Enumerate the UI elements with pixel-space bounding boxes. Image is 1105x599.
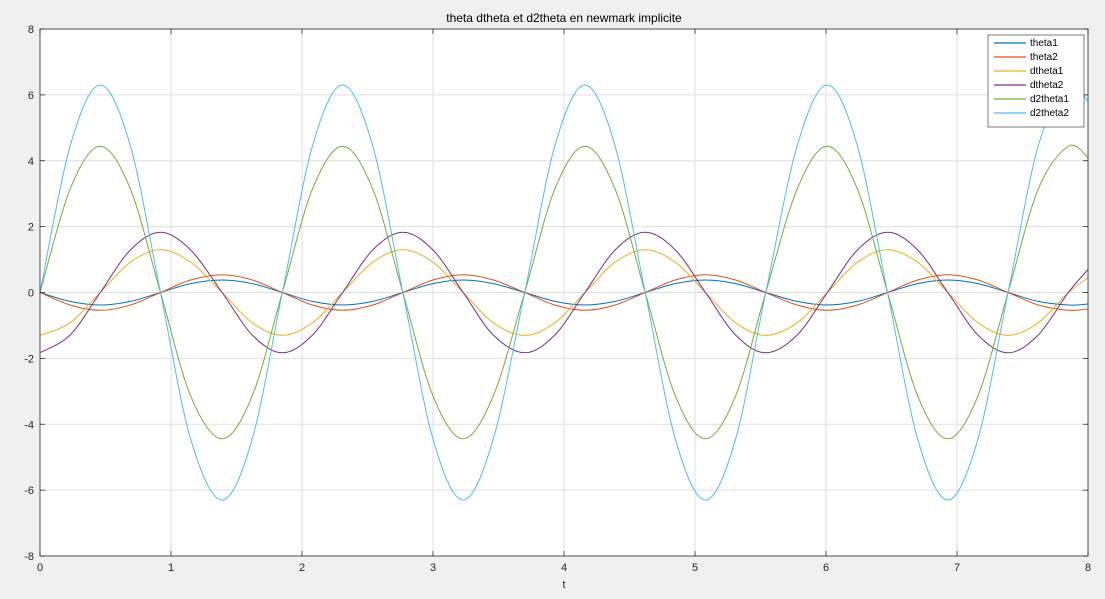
y-tick-labels: -8 -6 -4 -2 0 2 4 6 8 (24, 24, 34, 563)
x-tick-label: 0 (37, 562, 43, 574)
x-tick-label: 8 (1085, 562, 1091, 574)
tick-marks (39, 28, 1089, 557)
grid-lines (40, 29, 1088, 556)
x-tick-label: 4 (561, 562, 567, 574)
y-tick-label: 0 (28, 288, 34, 300)
x-axis-label: t (562, 579, 565, 591)
y-tick-label: -8 (24, 551, 34, 563)
legend-label-d2theta2: d2theta2 (1030, 108, 1069, 119)
y-tick-label: 2 (28, 222, 34, 234)
y-tick-label: -4 (24, 419, 34, 431)
x-tick-label: 6 (823, 562, 829, 574)
x-tick-label: 5 (692, 562, 698, 574)
x-tick-label: 1 (168, 562, 174, 574)
legend-label-dtheta1: dtheta1 (1030, 66, 1064, 77)
x-tick-labels: 0 1 2 3 4 5 6 7 8 (37, 562, 1091, 574)
legend-box (987, 34, 1085, 128)
series-line-d2theta1 (39, 144, 1089, 440)
legend-label-theta1: theta1 (1030, 38, 1058, 49)
x-tick-label: 7 (954, 562, 960, 574)
y-tick-label: -6 (24, 485, 34, 497)
y-tick-label: 8 (28, 24, 34, 36)
x-tick-label: 2 (299, 562, 305, 574)
legend-entries: theta1 theta2 dtheta1 dtheta2 d2theta1 d2thet… (994, 38, 1069, 119)
y-tick-label: 4 (28, 156, 34, 168)
series-line-dtheta1 (39, 249, 1089, 336)
y-tick-label: -2 (24, 353, 34, 365)
y-tick-label: 6 (28, 90, 34, 102)
legend[interactable]: theta1 theta2 dtheta1 dtheta2 d2theta1 d2thet… (987, 34, 1085, 128)
series-line-d2theta2 (39, 82, 1089, 501)
legend-label-dtheta2: dtheta2 (1030, 80, 1064, 91)
legend-label-d2theta1: d2theta1 (1030, 94, 1069, 105)
legend-label-theta2: theta2 (1030, 52, 1058, 63)
chart-title: theta dtheta et d2theta en newmark impli… (446, 11, 682, 25)
series-line-dtheta2 (39, 231, 1089, 354)
series-lines (39, 82, 1089, 501)
x-tick-label: 3 (430, 562, 436, 574)
series-line-theta1 (39, 279, 1089, 306)
